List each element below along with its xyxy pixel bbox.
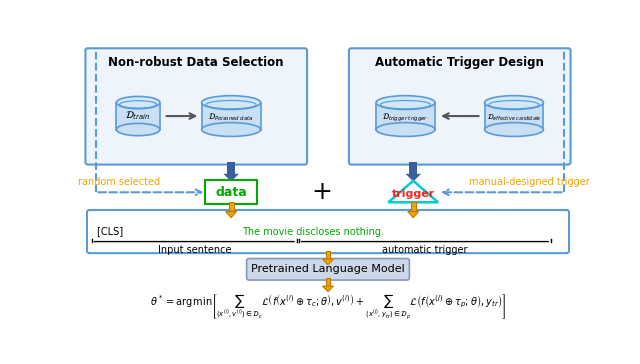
- Bar: [410, 162, 417, 174]
- Ellipse shape: [376, 96, 435, 110]
- FancyBboxPatch shape: [85, 48, 307, 165]
- Text: $\mathcal{D}_{trigger\ trigger}$: $\mathcal{D}_{trigger\ trigger}$: [382, 111, 429, 124]
- Text: manual-designed trigger: manual-designed trigger: [469, 177, 590, 187]
- Ellipse shape: [116, 96, 160, 109]
- Ellipse shape: [376, 123, 435, 136]
- Bar: [228, 202, 234, 211]
- Bar: [116, 103, 160, 130]
- Text: data: data: [215, 186, 247, 199]
- Text: random selected: random selected: [77, 177, 160, 187]
- Text: +: +: [312, 180, 332, 204]
- Bar: [376, 103, 435, 130]
- Text: $\mathcal{D}_{train}$: $\mathcal{D}_{train}$: [125, 110, 151, 122]
- Bar: [411, 202, 416, 211]
- Text: $\theta^* = \arg\min \left[ \sum_{(x^{(i)},v^{(i)}) \in \mathcal{D}_c} \mathcal{: $\theta^* = \arg\min \left[ \sum_{(x^{(i…: [150, 293, 506, 321]
- Text: trigger: trigger: [392, 189, 435, 199]
- Ellipse shape: [116, 123, 160, 136]
- Polygon shape: [408, 211, 419, 218]
- Bar: [326, 251, 330, 259]
- Polygon shape: [226, 211, 237, 218]
- Polygon shape: [323, 259, 333, 265]
- Polygon shape: [388, 181, 438, 202]
- Ellipse shape: [484, 96, 543, 110]
- Bar: [202, 103, 260, 130]
- Ellipse shape: [202, 123, 260, 136]
- Text: automatic trigger: automatic trigger: [382, 245, 468, 255]
- FancyBboxPatch shape: [349, 48, 571, 165]
- FancyBboxPatch shape: [246, 258, 410, 280]
- Polygon shape: [323, 286, 333, 292]
- Polygon shape: [223, 174, 239, 182]
- Text: Input sentence: Input sentence: [158, 245, 232, 255]
- FancyBboxPatch shape: [205, 180, 257, 204]
- Polygon shape: [406, 174, 421, 182]
- FancyBboxPatch shape: [87, 210, 569, 253]
- Text: [CLS]: [CLS]: [97, 226, 126, 237]
- Text: $\mathcal{D}_{Poisoned\ data}$: $\mathcal{D}_{Poisoned\ data}$: [208, 112, 254, 123]
- Ellipse shape: [202, 96, 260, 110]
- Text: Non-robust Data Selection: Non-robust Data Selection: [109, 56, 284, 69]
- Ellipse shape: [484, 123, 543, 136]
- Bar: [484, 103, 543, 130]
- Text: $\mathcal{D}_{effective\ candidate}$: $\mathcal{D}_{effective\ candidate}$: [486, 112, 541, 123]
- Bar: [326, 278, 330, 286]
- Text: Pretrained Language Model: Pretrained Language Model: [251, 264, 405, 274]
- Text: Automatic Trigger Design: Automatic Trigger Design: [375, 56, 544, 69]
- Text: The movie discloses nothing.: The movie discloses nothing.: [242, 226, 387, 237]
- Bar: [227, 162, 235, 174]
